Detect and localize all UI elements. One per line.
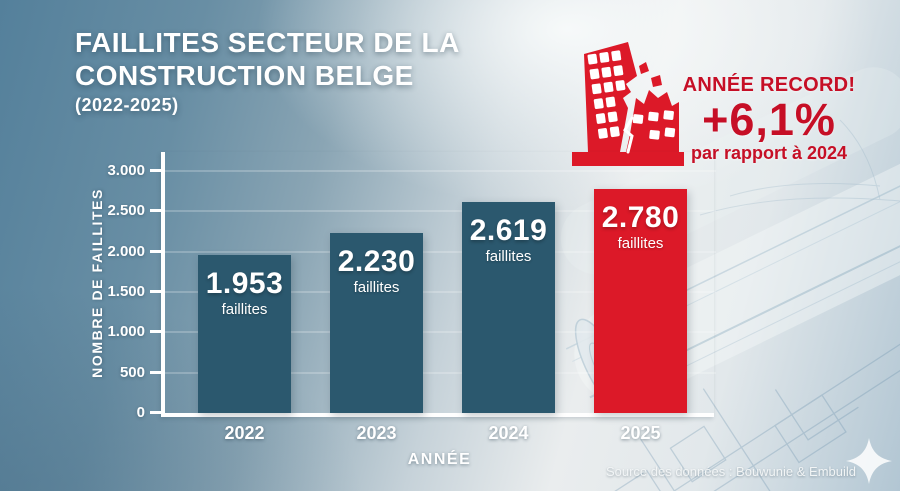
page-title: FAILLITES SECTEUR DE LA CONSTRUCTION BEL… [75, 26, 460, 116]
gridline-2000 [165, 251, 716, 253]
bar-unit-label: faillites [221, 301, 268, 318]
x-ticklabel-2023: 2023 [356, 423, 397, 443]
collapsing-building-icon [572, 42, 684, 166]
record-headline: ANNÉE RECORD! [682, 74, 856, 96]
gridline-500 [165, 372, 716, 374]
gridline-1500 [165, 291, 716, 293]
star-logo-icon [846, 438, 892, 484]
gridline-3000 [165, 170, 716, 172]
title-line-2: CONSTRUCTION BELGE [75, 60, 414, 91]
data-source-credit: Source des données : Bouwunie & Embuild [605, 464, 856, 479]
y-ticklabel-2500: 2.500 [107, 202, 145, 219]
y-tickmark-500 [150, 371, 161, 374]
x-axis-title: ANNÉE [407, 451, 472, 468]
bar-unit-label: faillites [485, 248, 532, 265]
x-ticklabel-2024: 2024 [488, 423, 529, 443]
plot-area: ANNÉE 0 500 1.000 1.500 2.000 2.500 3.000 1.953… [107, 152, 716, 468]
bar-2024: 2.619 faillites [462, 202, 555, 413]
y-ticklabel-1000: 1.000 [107, 323, 145, 340]
bar-unit-label: faillites [353, 279, 400, 296]
y-tickmark-1000 [150, 330, 161, 333]
y-ticklabel-2000: 2.000 [107, 243, 145, 260]
y-tickmark-3000 [150, 169, 161, 172]
bar-unit-label: faillites [617, 235, 664, 252]
x-ticklabel-2022: 2022 [224, 423, 265, 443]
bar-2022: 1.953 faillites [198, 255, 291, 413]
y-ticklabel-1500: 1.500 [107, 283, 145, 300]
y-tickmark-0 [150, 411, 161, 414]
bar-value-label: 2.780 [601, 201, 680, 234]
bar-value-label: 2.619 [469, 214, 548, 247]
bar-2025: 2.780 faillites [594, 189, 687, 413]
bar-2023: 2.230 faillites [330, 233, 423, 413]
y-tickmark-2000 [150, 250, 161, 253]
record-comparison: par rapport à 2024 [690, 143, 848, 163]
bar-value-label: 2.230 [337, 245, 416, 278]
record-texts: ANNÉE RECORD! +6,1% par rapport à 2024 [678, 74, 860, 164]
title-period: (2022-2025) [75, 95, 179, 115]
title-line-1: FAILLITES SECTEUR DE LA [75, 27, 460, 58]
x-ticklabel-2025: 2025 [620, 423, 661, 443]
y-ticklabel-0: 0 [136, 404, 145, 421]
bar-value-label: 1.953 [205, 267, 284, 300]
gridline-2500 [165, 210, 716, 212]
gridline-1000 [165, 331, 716, 333]
y-ticklabel-3000: 3.000 [107, 162, 145, 179]
y-tickmark-2500 [150, 209, 161, 212]
y-ticklabel-500: 500 [119, 364, 145, 381]
record-percentage: +6,1% [702, 94, 836, 145]
y-tickmark-1500 [150, 290, 161, 293]
